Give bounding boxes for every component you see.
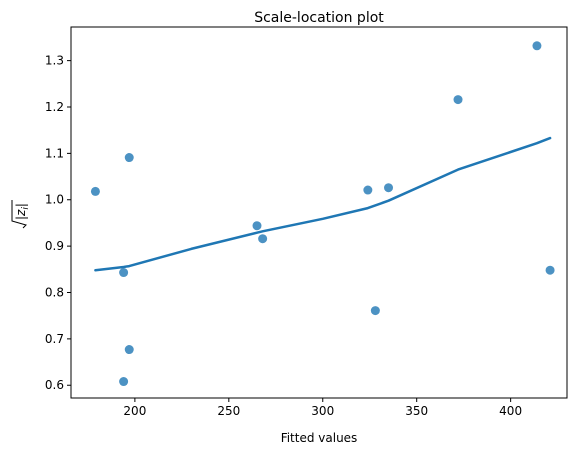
y-tick-label-4: 1.0 (45, 193, 64, 207)
data-point-6 (258, 234, 268, 244)
smoothed-trend-line (94, 136, 552, 272)
y-tick-label-2: 0.8 (45, 285, 64, 299)
y-axis-label-radical (11, 200, 27, 229)
data-point-1 (119, 268, 129, 278)
y-tick-label-7: 1.3 (45, 54, 64, 68)
x-tick-label-0: 200 (123, 404, 146, 418)
chart-title: Scale-location plot (254, 10, 384, 26)
y-tick-label-6: 1.2 (45, 100, 64, 114)
data-point-5 (252, 221, 262, 231)
x-axis-ticks: 200 250 300 350 400 (123, 398, 522, 418)
y-tick-label-3: 0.9 (45, 239, 64, 253)
y-tick-label-5: 1.1 (45, 146, 64, 160)
data-point-3 (124, 345, 134, 355)
x-tick-label-3: 350 (405, 404, 428, 418)
y-axis-label: |zi| (11, 200, 31, 229)
x-tick-label-4: 400 (499, 404, 522, 418)
data-point-8 (370, 306, 380, 316)
data-point-0 (90, 186, 100, 196)
y-axis-label-text: |zi| (14, 203, 31, 220)
axes-frame (70, 26, 568, 399)
y-tick-label-0: 0.6 (45, 378, 64, 392)
data-point-11 (532, 41, 542, 51)
y-axis-ticks: 0.6 0.7 0.8 0.9 1.0 1.1 1.2 1.3 (45, 54, 71, 392)
x-axis-label: Fitted values (281, 431, 358, 445)
data-point-10 (453, 95, 463, 105)
data-point-4 (124, 153, 134, 163)
data-points (90, 41, 555, 387)
x-tick-label-1: 250 (217, 404, 240, 418)
plot-area: 200 250 300 350 400 0.6 0.7 0.8 0.9 1.0 1.1 1.2 1.3 (45, 26, 568, 418)
data-point-12 (545, 265, 555, 275)
data-point-7 (363, 185, 373, 195)
data-point-2 (119, 377, 129, 387)
x-tick-label-2: 300 (311, 404, 334, 418)
y-tick-label-1: 0.7 (45, 332, 64, 346)
data-point-9 (384, 183, 394, 193)
